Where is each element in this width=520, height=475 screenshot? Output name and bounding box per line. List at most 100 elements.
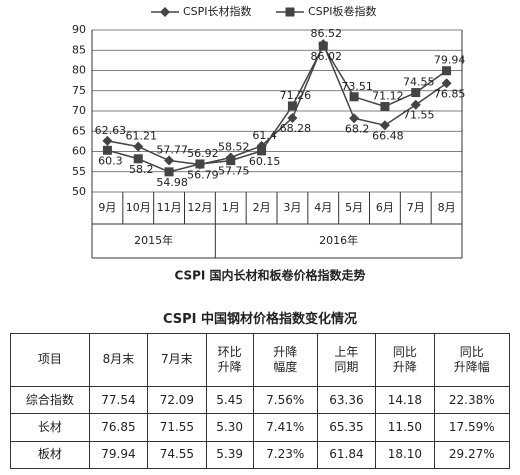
y-tick-label: 50 xyxy=(72,185,86,198)
point xyxy=(441,78,452,89)
chart: CSPI 国内长材和板卷价格指数走势 50 55 60 65 70 75 80 85 90 9月 1… xyxy=(72,4,466,283)
value-label: 71.12 xyxy=(372,89,404,102)
table-cell: 61.84 xyxy=(316,440,377,470)
x-tick-label: 7月 xyxy=(407,201,425,214)
table-cell: 7.56% xyxy=(252,385,318,415)
point xyxy=(318,41,328,51)
value-label: 58.52 xyxy=(218,140,250,153)
table-row: 项目 8月末 7月末 环比 升降 升降 幅度 上年 同期 同比 升降 同比 升降幅 xyxy=(10,333,511,387)
point xyxy=(133,141,144,152)
table-cell: 环比 升降 xyxy=(205,333,254,387)
table-cell: 7月末 xyxy=(147,333,207,387)
x-tick-label: 1月 xyxy=(222,201,240,214)
value-label: 76.85 xyxy=(434,87,466,100)
value-label: 58.2 xyxy=(129,163,154,176)
table-cell: 71.55 xyxy=(147,413,207,442)
table-cell: 74.55 xyxy=(147,440,207,470)
table-row: 板材 79.94 74.55 5.39 7.23% 61.84 18.10 29.27% xyxy=(10,440,511,470)
table-row: 综合指数 77.54 72.09 5.45 7.56% 63.36 14.18 22.38% xyxy=(10,385,511,415)
x-tick-label: 8月 xyxy=(438,201,456,214)
y-tick-label: 75 xyxy=(72,84,86,97)
point xyxy=(285,7,295,17)
table-cell: 7.23% xyxy=(252,440,318,470)
table-cell: 同比 升降幅 xyxy=(433,333,511,387)
value-label: 56.79 xyxy=(187,169,219,182)
x-tick-label: 2月 xyxy=(253,201,271,214)
value-label: 71.55 xyxy=(403,109,435,122)
value-label: 61.4 xyxy=(252,129,277,142)
table-cell: 板材 xyxy=(10,440,90,470)
value-label: 56.92 xyxy=(187,147,219,160)
table-cell: 同比 升降 xyxy=(375,333,435,387)
table-cell: 22.38% xyxy=(433,385,511,415)
x-group-label: 2015年 xyxy=(134,233,173,247)
x-tick-label: 12月 xyxy=(187,201,212,214)
series-line xyxy=(107,44,448,173)
value-label: 66.48 xyxy=(372,129,404,142)
table-cell: 79.94 xyxy=(88,440,149,470)
y-tick-label: 90 xyxy=(72,23,86,36)
x-tick-label: 6月 xyxy=(376,201,394,214)
point xyxy=(410,99,421,110)
point xyxy=(287,112,298,123)
x-tick-label: 11月 xyxy=(157,201,182,214)
table-cell: 29.27% xyxy=(433,440,511,470)
point xyxy=(164,155,175,166)
table-cell: 5.39 xyxy=(205,440,254,470)
table-row: 长材 76.85 71.55 5.30 7.41% 65.35 11.50 17.59% xyxy=(10,413,511,442)
point xyxy=(102,135,113,146)
point xyxy=(257,146,267,156)
series-line xyxy=(107,42,448,166)
table-cell: 18.10 xyxy=(375,440,435,470)
value-label: 79.94 xyxy=(434,54,466,67)
table-cell: 综合指数 xyxy=(10,385,90,415)
table-cell: 5.30 xyxy=(205,413,254,442)
value-label: 71.26 xyxy=(280,89,312,102)
y-tick-label: 70 xyxy=(72,104,86,117)
table-cell: 项目 xyxy=(10,333,90,387)
table-cell: 11.50 xyxy=(375,413,435,442)
point xyxy=(102,145,112,155)
table-cell: 上年 同期 xyxy=(316,333,377,387)
value-label: 57.75 xyxy=(218,165,250,178)
table: 项目 8月末 7月末 环比 升降 升降 幅度 上年 同期 同比 升降 同比 升降幅 综合指数 77… xyxy=(10,333,511,470)
table-cell: 升降 幅度 xyxy=(252,333,318,387)
table-cell: 5.45 xyxy=(205,385,254,415)
point xyxy=(164,167,174,177)
x-tick-label: 3月 xyxy=(283,201,301,214)
y-tick-label: 85 xyxy=(72,43,86,56)
point xyxy=(287,101,297,111)
table-cell: 63.36 xyxy=(316,385,377,415)
table-cell: 7.41% xyxy=(252,413,318,442)
value-label: 73.51 xyxy=(341,80,373,93)
legend-label: CSPI板卷指数 xyxy=(308,4,377,18)
y-tick-label: 55 xyxy=(72,165,86,178)
value-label: 86.52 xyxy=(311,27,343,40)
point xyxy=(380,101,390,111)
chart-title: CSPI 国内长材和板卷价格指数走势 xyxy=(174,268,365,283)
point xyxy=(349,113,360,124)
point xyxy=(442,66,452,76)
value-label: 74.55 xyxy=(403,76,435,89)
point xyxy=(160,7,170,17)
value-label: 57.77 xyxy=(156,144,188,157)
x-tick-label: 9月 xyxy=(98,201,116,214)
table-cell: 17.59% xyxy=(433,413,511,442)
legend-label: CSPI长材指数 xyxy=(183,4,252,18)
x-tick-label: 10月 xyxy=(126,201,151,214)
point xyxy=(195,159,205,169)
y-tick-label: 60 xyxy=(72,145,86,158)
x-tick-label: 5月 xyxy=(345,201,363,214)
x-tick-label: 4月 xyxy=(314,201,332,214)
y-tick-label: 80 xyxy=(72,64,86,77)
table-cell: 76.85 xyxy=(88,413,149,442)
table-cell: 72.09 xyxy=(147,385,207,415)
point xyxy=(349,92,359,102)
table-cell: 14.18 xyxy=(375,385,435,415)
table-cell: 77.54 xyxy=(88,385,149,415)
table-cell: 长材 xyxy=(10,413,90,442)
value-label: 60.3 xyxy=(98,154,123,167)
value-label: 54.98 xyxy=(156,176,188,189)
table-cell: 8月末 xyxy=(88,333,149,387)
